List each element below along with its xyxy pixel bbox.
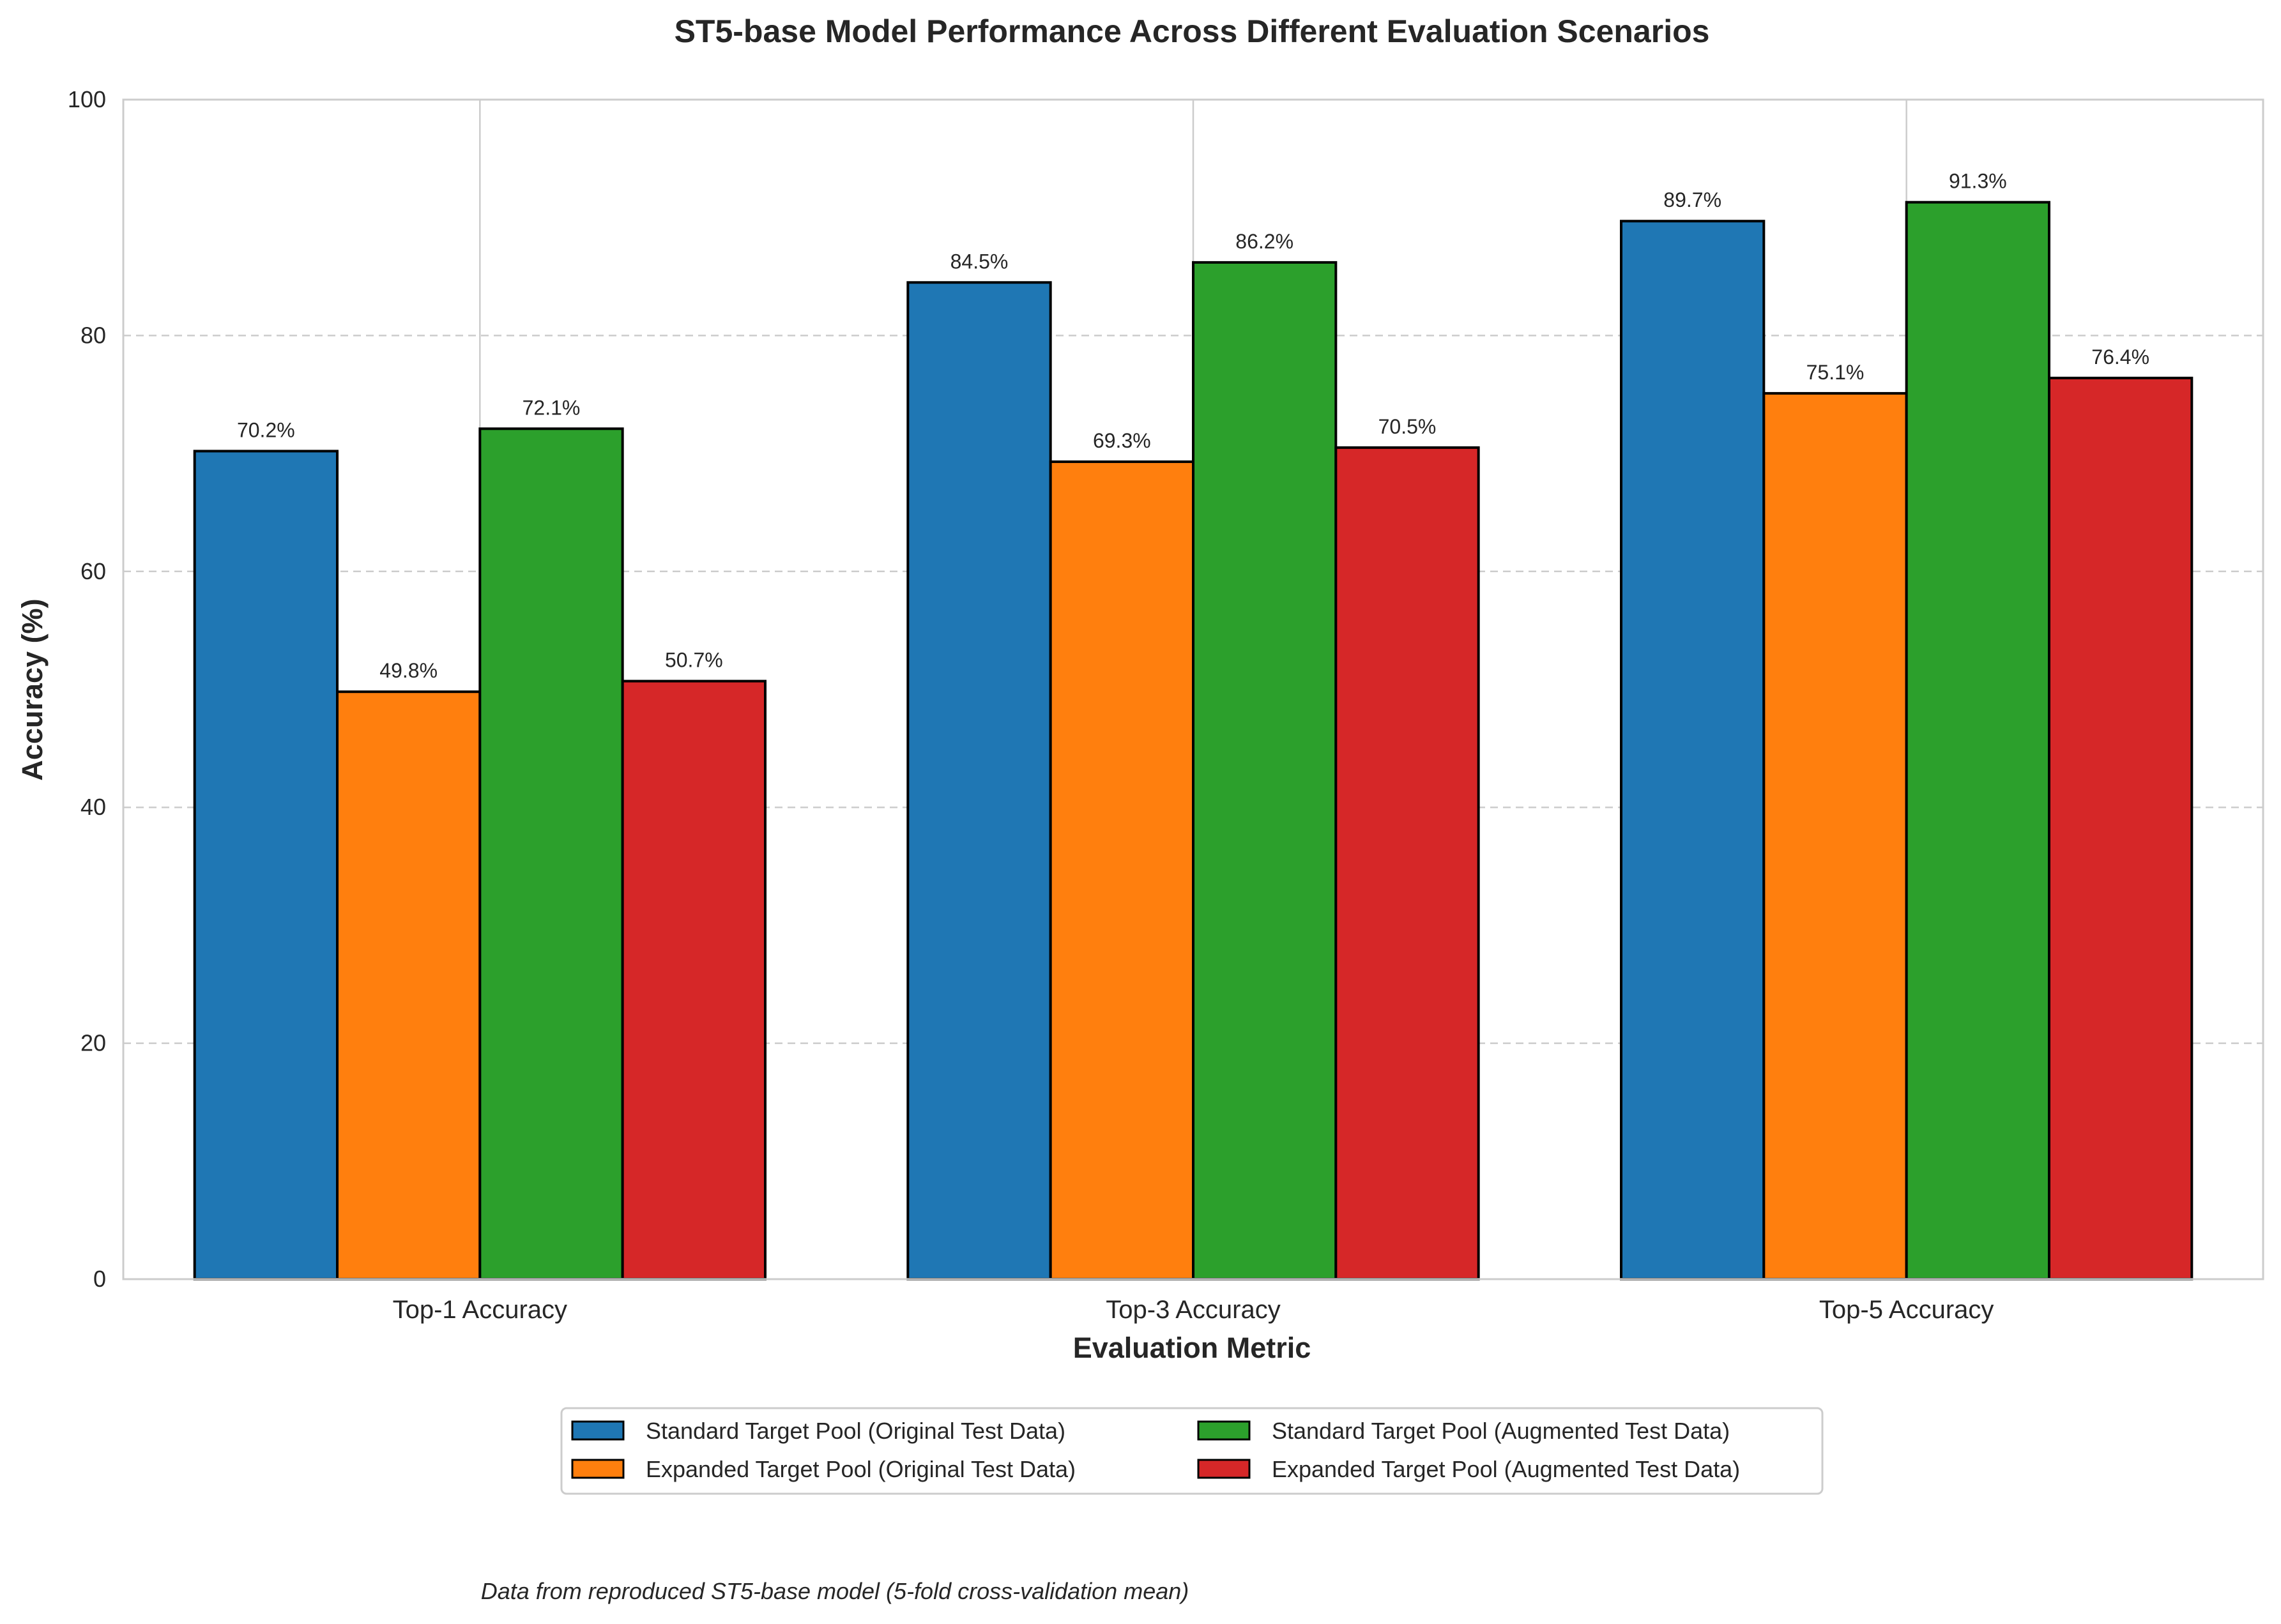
chart-title: ST5-base Model Performance Across Differ… xyxy=(675,13,1710,49)
y-tick-labels: 0 20 40 60 80 100 xyxy=(68,86,106,1292)
legend-label: Expanded Target Pool (Original Test Data… xyxy=(646,1456,1076,1482)
plot-frame xyxy=(122,98,2264,1280)
bar xyxy=(336,690,482,1280)
x-tick-labels: Top-1 Accuracy Top-3 Accuracy Top-5 Accura… xyxy=(393,1296,1994,1324)
y-tick-label: 60 xyxy=(80,558,106,584)
y-tick-label: 0 xyxy=(93,1266,106,1292)
data-label: 89.7% xyxy=(1663,188,1721,211)
data-labels: 70.2% 84.5% 89.7% 49.8% 69.3% 75.1% 72.1% 86.2%… xyxy=(237,170,2149,683)
bar xyxy=(193,450,339,1280)
data-label: 75.1% xyxy=(1806,361,1865,384)
bar xyxy=(1049,460,1194,1280)
bar xyxy=(1620,220,1766,1281)
data-label: 70.2% xyxy=(237,418,295,441)
legend-items: Standard Target Pool (Original Test Data… xyxy=(571,1418,1740,1482)
bars xyxy=(193,201,2193,1281)
legend-frame xyxy=(560,1407,1824,1495)
legend-label: Standard Target Pool (Augmented Test Dat… xyxy=(1272,1418,1730,1444)
footnote: Data from reproduced ST5-base model (5-f… xyxy=(481,1578,1189,1604)
x-tick-label: Top-1 Accuracy xyxy=(393,1296,567,1324)
y-tick-label: 40 xyxy=(80,794,106,820)
legend-swatch xyxy=(571,1459,625,1479)
data-label: 69.3% xyxy=(1093,429,1151,452)
legend-label: Standard Target Pool (Original Test Data… xyxy=(646,1418,1065,1444)
legend-swatch xyxy=(1197,1420,1251,1441)
bar xyxy=(2048,376,2193,1281)
bar xyxy=(1334,446,1480,1280)
x-axis-title: Evaluation Metric xyxy=(1073,1332,1311,1364)
y-tick-label: 20 xyxy=(80,1030,106,1056)
data-label: 76.4% xyxy=(2091,345,2149,368)
x-tick-label: Top-5 Accuracy xyxy=(1819,1296,1994,1324)
data-label: 86.2% xyxy=(1235,230,1293,253)
bar xyxy=(906,281,1052,1280)
data-label: 70.5% xyxy=(1378,415,1437,438)
data-label: 84.5% xyxy=(950,250,1009,273)
data-label: 91.3% xyxy=(1949,170,2007,193)
legend: Standard Target Pool (Original Test Data… xyxy=(560,1407,1824,1495)
bar xyxy=(1762,391,1908,1281)
data-label: 49.8% xyxy=(379,659,438,682)
y-axis-title: Accuracy (%) xyxy=(16,598,49,780)
bar xyxy=(478,427,624,1280)
y-tick-label: 100 xyxy=(68,86,106,112)
bar xyxy=(621,679,767,1281)
y-tick-label: 80 xyxy=(80,322,106,348)
bar xyxy=(1905,201,2051,1281)
legend-swatch xyxy=(571,1420,625,1441)
data-label: 50.7% xyxy=(665,649,723,672)
x-tick-label: Top-3 Accuracy xyxy=(1106,1296,1280,1324)
legend-swatch xyxy=(1197,1459,1251,1479)
legend-label: Expanded Target Pool (Augmented Test Dat… xyxy=(1272,1456,1740,1482)
data-label: 72.1% xyxy=(523,396,581,419)
bar xyxy=(1192,261,1338,1280)
